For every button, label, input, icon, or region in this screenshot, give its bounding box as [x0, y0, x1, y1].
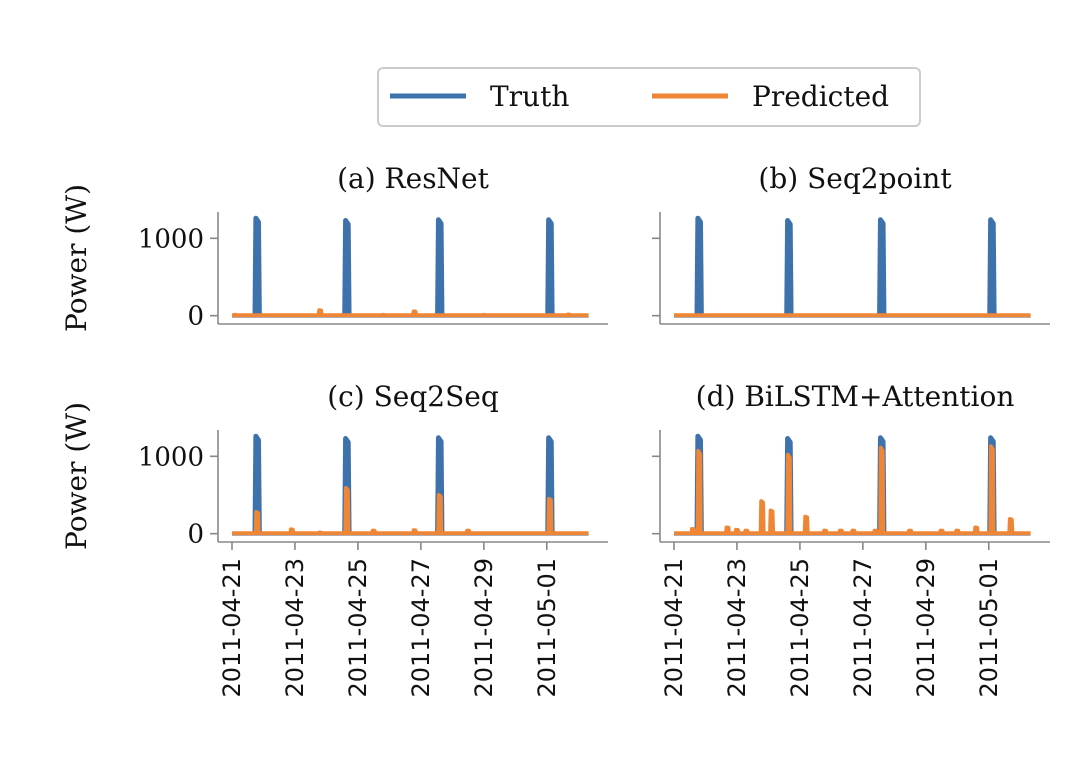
subplot-1: (a) ResNet 0 1000 Power (W) [60, 162, 608, 332]
subplot-3: (c) Seq2Seq 0 1000 Power (W) 2011-04-21 2011-… [60, 380, 608, 697]
truth-spike [252, 433, 262, 534]
predicted-spike [972, 525, 980, 534]
predicted-spike [742, 528, 750, 535]
predicted-spike [316, 530, 324, 535]
x-tick-label: 2011-04-27 [407, 558, 435, 697]
predicted-spike [370, 528, 378, 535]
truth-spike [545, 435, 555, 534]
x-tick-label: 2011-04-23 [723, 558, 751, 697]
predicted-spike [733, 527, 741, 535]
predicted-spike [316, 308, 324, 316]
legend-frame [377, 67, 921, 127]
panel-title: (b) Seq2point [758, 162, 952, 195]
truth-spike [987, 217, 997, 316]
y-tick-label: 1000 [138, 442, 204, 472]
predicted-spike [785, 452, 793, 534]
predicted-spike [802, 514, 810, 534]
truth-spike [694, 215, 704, 316]
truth-spike [784, 218, 794, 316]
predicted-spike [343, 486, 351, 534]
series-area [232, 433, 589, 536]
series-area [674, 433, 1031, 536]
series-area [674, 215, 1031, 318]
predicted-spike [411, 309, 419, 316]
predicted-spike [953, 528, 961, 535]
y-axis-label: Power (W) [60, 184, 93, 332]
legend-truth-label: Truth [490, 80, 569, 113]
x-tick-label: 2011-04-21 [660, 558, 688, 697]
truth-spike [342, 218, 352, 316]
predicted-spike [546, 496, 554, 534]
y-tick-label: 0 [187, 520, 204, 550]
truth-spike [877, 217, 887, 316]
subplot-2: (b) Seq2point [652, 162, 1050, 325]
truth-spike [435, 217, 445, 316]
predicted-spike [768, 508, 776, 534]
panel-title: (a) ResNet [337, 162, 490, 195]
subplot-4: (d) BiLSTM+Attention 2011-04-21 2011-04-23… [652, 380, 1050, 697]
predicted-spike [380, 312, 387, 317]
truth-spike [252, 215, 262, 316]
x-tick-label: 2011-04-25 [786, 558, 814, 697]
predicted-spike [906, 528, 914, 535]
x-tick-label: 2011-04-25 [344, 558, 372, 697]
legend-predicted-label: Predicted [752, 80, 889, 113]
x-tick-label: 2011-04-27 [849, 558, 877, 697]
truth-spike [545, 217, 555, 316]
x-tick-label: 2011-04-29 [912, 558, 940, 697]
predicted-spike [695, 448, 703, 534]
y-axis-label: Power (W) [60, 402, 93, 550]
predicted-spike [1007, 516, 1015, 534]
legend: Truth Predicted [377, 67, 921, 127]
predicted-spike [436, 492, 444, 534]
predicted-spike [938, 528, 946, 535]
predicted-spike [232, 312, 239, 317]
predicted-spike [837, 528, 845, 535]
x-tick-label: 2011-05-01 [975, 558, 1003, 697]
x-tick-label: 2011-04-21 [218, 558, 246, 697]
x-tick-label: 2011-05-01 [533, 558, 561, 697]
predicted-spike [724, 525, 732, 534]
predicted-spike [849, 528, 857, 535]
x-tick-label: 2011-04-29 [470, 558, 498, 697]
predicted-spike [464, 528, 472, 535]
predicted-spike [988, 444, 996, 534]
predicted-spike [288, 527, 296, 534]
x-tick-label: 2011-04-23 [281, 558, 309, 697]
predicted-spike [480, 312, 487, 317]
y-tick-label: 1000 [138, 224, 204, 254]
predicted-spike [821, 528, 829, 535]
predicted-spike [689, 527, 697, 534]
predicted-spike [871, 528, 879, 535]
y-tick-label: 0 [187, 302, 204, 332]
subplots: (a) ResNet 0 1000 Power (W) (b) Seq2point (c)… [60, 162, 1050, 697]
series-area [232, 215, 589, 318]
predicted-spike [878, 445, 886, 534]
panel-title: (d) BiLSTM+Attention [696, 380, 1015, 413]
predicted-spike [411, 528, 419, 535]
truth-spike [435, 435, 445, 534]
predicted-spike [253, 510, 261, 534]
panel-title: (c) Seq2Seq [327, 380, 499, 413]
predicted-spike [565, 312, 573, 317]
predicted-spike [758, 499, 766, 534]
